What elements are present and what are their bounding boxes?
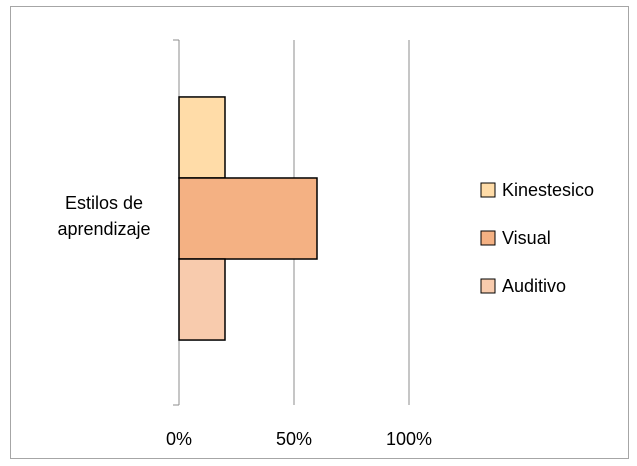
chart-border [10, 6, 629, 459]
x-tick-label: 0% [166, 429, 192, 449]
legend-label: Visual [502, 228, 551, 248]
x-tick-label: 100% [386, 429, 432, 449]
legend-label: Auditivo [502, 276, 566, 296]
legend-swatch [480, 230, 496, 246]
category-label: Estilos de aprendizaje [57, 193, 151, 239]
bar [178, 258, 226, 341]
x-tick-label: 50% [276, 429, 312, 449]
bar [178, 177, 318, 260]
legend-swatch [480, 278, 496, 294]
legend-swatch [480, 182, 496, 198]
bar [178, 96, 226, 179]
legend-label: Kinestesico [502, 180, 594, 200]
